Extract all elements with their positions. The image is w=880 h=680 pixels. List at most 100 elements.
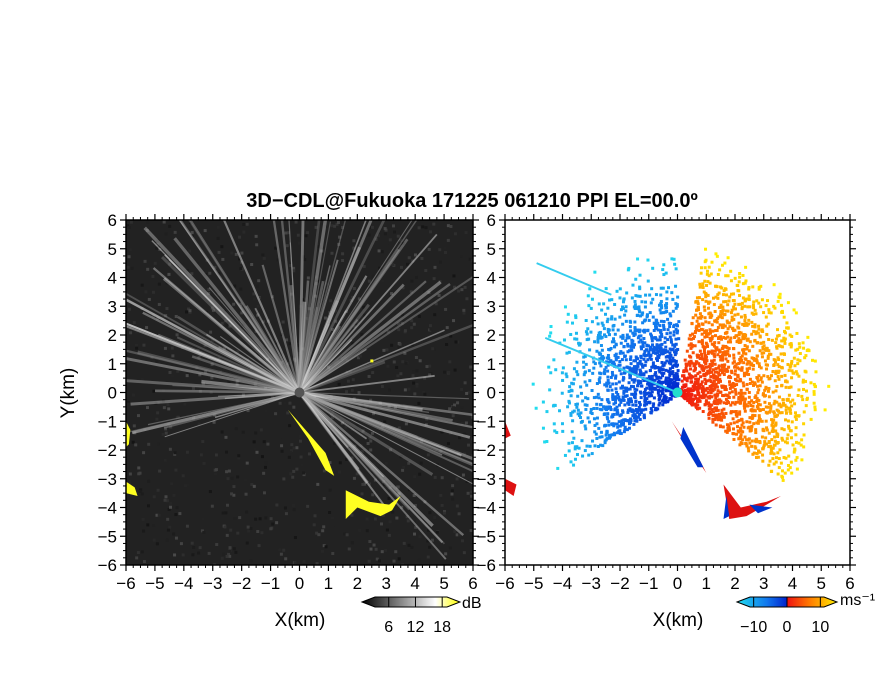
velocity-pixel [737, 367, 741, 371]
noise-pixel [451, 414, 455, 418]
reflectivity-beam [298, 220, 321, 393]
noise-pixel [214, 453, 218, 457]
velocity-pixel [591, 371, 595, 375]
velocity-pixel [722, 289, 726, 293]
velocity-pixel [629, 355, 633, 359]
noise-pixel [271, 522, 275, 526]
velocity-pixel [746, 359, 750, 363]
noise-pixel [291, 504, 295, 508]
velocity-pixel [659, 367, 663, 371]
velocity-pixel [726, 327, 730, 331]
velocity-pixel [750, 444, 754, 448]
velocity-pixel [747, 449, 751, 453]
velocity-pixel [732, 410, 736, 414]
noise-pixel [221, 511, 225, 515]
velocity-pixel [619, 335, 623, 339]
velocity-pixel [689, 380, 693, 384]
velocity-pixel [747, 366, 751, 370]
noise-pixel [391, 224, 395, 228]
noise-pixel [450, 492, 454, 496]
velocity-pixel [569, 413, 573, 417]
velocity-pixel [709, 387, 713, 391]
velocity-pixel [606, 412, 610, 416]
velocity-pixel [684, 363, 688, 367]
velocity-pixel [606, 330, 610, 334]
velocity-pixel [670, 378, 674, 382]
noise-pixel [399, 455, 403, 459]
noise-pixel [433, 516, 437, 520]
velocity-pixel [661, 352, 665, 356]
velocity-pixel [738, 338, 742, 342]
velocity-pixel [800, 394, 804, 398]
velocity-pixel [742, 347, 746, 351]
reflectivity-beam [151, 240, 300, 393]
velocity-pixel [743, 313, 747, 317]
velocity-pixel [572, 436, 576, 440]
velocity-pixel [579, 385, 583, 389]
noise-pixel [152, 389, 156, 393]
velocity-pixel [792, 371, 796, 375]
velocity-pixel [774, 337, 778, 341]
velocity-pixel [727, 426, 731, 430]
noise-pixel [150, 355, 154, 359]
velocity-pixel [639, 370, 643, 374]
velocity-pixel [710, 260, 714, 264]
velocity-pixel [604, 407, 608, 411]
velocity-pixel [712, 358, 716, 362]
noise-pixel [247, 529, 251, 533]
velocity-pixel [646, 358, 650, 362]
velocity-pixel [631, 331, 635, 335]
noise-pixel [428, 364, 432, 368]
noise-pixel [224, 450, 228, 454]
velocity-pixel [581, 399, 585, 403]
velocity-pixel [787, 424, 791, 428]
noise-pixel [135, 330, 139, 334]
noise-pixel [449, 432, 453, 436]
noise-pixel [410, 342, 414, 346]
velocity-pixel [752, 358, 756, 362]
velocity-pixel [643, 396, 647, 400]
velocity-pixel [702, 367, 706, 371]
velocity-pixel [737, 326, 741, 330]
noise-pixel [299, 439, 303, 443]
noise-pixel [166, 402, 170, 406]
velocity-pixel [656, 407, 660, 411]
noise-pixel [167, 507, 171, 511]
velocity-pixel [563, 453, 567, 457]
velocity-pixel [788, 466, 792, 470]
noise-pixel [164, 427, 168, 431]
noise-pixel [412, 520, 416, 524]
velocity-pixel [804, 354, 808, 358]
velocity-pixel [744, 357, 748, 361]
velocity-pixel [649, 407, 653, 411]
velocity-pixel [651, 363, 655, 367]
velocity-pixel [695, 353, 699, 357]
noise-pixel [140, 378, 144, 382]
velocity-pixel [697, 324, 701, 328]
velocity-pixel [571, 382, 575, 386]
velocity-pixel [718, 401, 722, 405]
velocity-pixel [727, 346, 731, 350]
velocity-pixel [747, 294, 751, 298]
velocity-pixel [654, 371, 658, 375]
velocity-pixel [777, 395, 781, 399]
velocity-pixel [795, 372, 799, 376]
velocity-pixel [607, 328, 611, 332]
noise-pixel [158, 469, 162, 473]
velocity-pixel [659, 376, 663, 380]
velocity-pixel [589, 306, 593, 310]
x-tick-label: 1 [702, 574, 711, 593]
velocity-pixel [794, 433, 798, 437]
velocity-pixel [775, 346, 779, 350]
noise-pixel [397, 346, 401, 350]
noise-pixel [432, 446, 436, 450]
noise-pixel [306, 231, 310, 235]
velocity-pixel [770, 338, 774, 342]
noise-pixel [411, 259, 415, 263]
noise-pixel [293, 536, 297, 540]
velocity-pixel [662, 327, 666, 331]
noise-pixel [363, 313, 367, 317]
noise-pixel [238, 257, 242, 261]
noise-pixel [213, 265, 217, 269]
velocity-pixel [731, 432, 735, 436]
